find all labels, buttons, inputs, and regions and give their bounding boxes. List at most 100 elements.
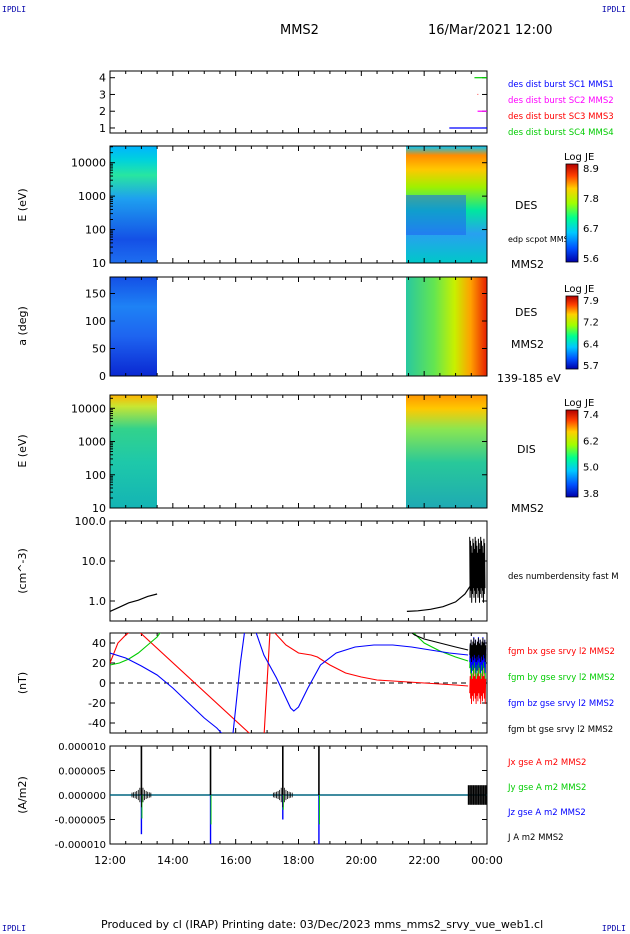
dis-energy-colorbar-tick: 3.8 xyxy=(583,489,599,500)
sc-panel-ytick-label: 4 xyxy=(99,72,106,85)
dis-energy-colorbar xyxy=(565,409,579,498)
des-pitch-colorbar-title: Log JE xyxy=(564,284,594,295)
des-pitch-colorbar-tick: 5.7 xyxy=(583,361,599,372)
sc-panel: 1 2 3 4 xyxy=(99,70,488,135)
datetime-title: 16/Mar/2021 12:00 xyxy=(428,23,553,38)
time-axis-label: 14:00 xyxy=(157,854,189,867)
sc-panel-legend-entry: des dist burst SC3 MMS3 xyxy=(508,112,614,122)
fgm-panel: -40 -20 0 20 40 (nT) xyxy=(16,632,488,734)
dis-energy-colorbar-title: Log JE xyxy=(564,398,594,409)
sc-panel-frame xyxy=(109,70,488,134)
fgm-ytick-label: 20 xyxy=(92,657,106,670)
des-pitch-ytick-label: 50 xyxy=(92,343,106,356)
des-energy-panel: 10 100 1000 10000 E (eV) DES edp scpot MMS2… xyxy=(16,145,599,271)
des-pitch-panel: 0 50 100 150 a (deg) DES MMS2 139-185 eV Lo… xyxy=(16,276,599,385)
dis-energy-ylabel: E (eV) xyxy=(16,434,29,467)
fgm-legend-entry: fgm by gse srvy l2 MMS2 xyxy=(508,673,615,683)
des-energy-colorbar-title: Log JE xyxy=(564,152,594,163)
dis-energy-label: DIS xyxy=(517,443,536,456)
des-energy-low-flux-patch xyxy=(406,195,466,235)
current-ylabel: (A/m2) xyxy=(16,776,29,814)
current-ytick-label: 0.000000 xyxy=(58,791,106,802)
density-line xyxy=(406,584,472,612)
dis-energy-panel: 10 100 1000 10000 E (eV) DIS MMS2 Log JE 7.… xyxy=(16,394,599,515)
des-energy-ytick-label: 10 xyxy=(92,257,106,270)
current-ytick-label: -0.000010 xyxy=(55,840,106,851)
corner-label-top-left: IPDLI xyxy=(2,5,27,14)
corner-label-bottom-right: IPDLI xyxy=(601,924,626,933)
current-legend-entry: Jx gse A m2 MMS2 xyxy=(507,758,586,768)
fgm-legend-entry: fgm bx gse srvy l2 MMS2 xyxy=(508,647,615,657)
fgm-ytick-label: 0 xyxy=(99,677,106,690)
time-axis-label: 22:00 xyxy=(408,854,440,867)
des-pitch-energy-label: 139-185 eV xyxy=(497,372,561,385)
des-energy-colorbar-tick: 8.9 xyxy=(583,164,599,175)
fgm-ytick-label: -20 xyxy=(88,697,106,710)
dis-energy-ytick-label: 10000 xyxy=(71,402,106,415)
fgm-line xyxy=(110,633,469,733)
dis-energy-ytick-label: 10 xyxy=(92,502,106,515)
time-axis-label: 16:00 xyxy=(220,854,252,867)
des-pitch-colorbar-tick: 6.4 xyxy=(583,339,599,350)
des-pitch-label: DES xyxy=(515,306,537,319)
current-legend-entry: J A m2 MMS2 xyxy=(507,833,564,843)
dis-energy-ytick-label: 100 xyxy=(85,469,106,482)
dis-energy-ytick-label: 1000 xyxy=(78,436,106,449)
current-ytick-label: -0.000005 xyxy=(55,816,106,827)
fgm-legend-entry: fgm bz gse srvy l2 MMS2 xyxy=(508,699,614,709)
density-burst xyxy=(469,536,486,603)
fgm-ytick-label: 40 xyxy=(92,637,106,650)
des-energy-spectrum-early xyxy=(110,146,157,263)
des-pitch-colorbar-tick: 7.2 xyxy=(583,318,599,329)
current-legend-entry: Jy gse A m2 MMS2 xyxy=(507,783,586,793)
des-pitch-sc-label: MMS2 xyxy=(511,338,544,351)
des-energy-ytick-label: 1000 xyxy=(78,190,106,203)
dis-energy-colorbar-tick: 6.2 xyxy=(583,436,599,447)
time-axis-label: 20:00 xyxy=(345,854,377,867)
spacecraft-title: MMS2 xyxy=(280,23,319,38)
des-pitch-spectrum-early xyxy=(110,277,157,376)
corner-label-top-right: IPDLI xyxy=(601,5,626,14)
current-panel: -0.000010 -0.000005 0.000000 0.000005 0.0000… xyxy=(16,742,488,851)
current-ytick-label: 0.000010 xyxy=(58,742,106,753)
des-pitch-colorbar xyxy=(565,295,579,370)
des-energy-ylabel: E (eV) xyxy=(16,188,29,221)
density-line xyxy=(109,593,158,612)
des-energy-ytick-label: 100 xyxy=(85,224,106,237)
density-frame xyxy=(109,520,488,622)
time-axis: 12:00 14:00 16:00 18:00 20:00 22:00 00:00 xyxy=(94,854,503,867)
sc-panel-ytick-label: 2 xyxy=(99,105,106,118)
fgm-line xyxy=(110,633,469,733)
dis-energy-sc-label: MMS2 xyxy=(511,502,544,515)
corner-label-bottom-left: IPDLI xyxy=(2,924,27,933)
time-axis-label: 18:00 xyxy=(283,854,315,867)
des-pitch-ytick-label: 150 xyxy=(85,288,106,301)
des-pitch-spectrum-late xyxy=(406,277,487,376)
dis-energy-colorbar-tick: 5.0 xyxy=(583,463,599,474)
dis-energy-colorbar-tick: 7.4 xyxy=(583,410,599,421)
des-energy-colorbar-tick: 7.8 xyxy=(583,194,599,205)
des-pitch-colorbar-tick: 7.9 xyxy=(583,296,599,307)
density-legend-entry: des numberdensity fast M xyxy=(508,572,619,582)
des-pitch-ytick-label: 0 xyxy=(99,370,106,383)
fgm-legend-entry: fgm bt gse srvy l2 MMS2 xyxy=(508,725,613,735)
density-panel: 1.0 10.0 100.0 (cm^-3) xyxy=(16,515,488,622)
des-pitch-ylabel: a (deg) xyxy=(16,306,29,346)
des-energy-label: DES xyxy=(515,199,537,212)
density-ytick-label: 100.0 xyxy=(75,515,107,528)
sc-panel-legend-entry: des dist burst SC2 MMS2 xyxy=(508,96,614,106)
des-energy-colorbar-tick: 6.7 xyxy=(583,224,599,235)
current-legend-entry: Jz gse A m2 MMS2 xyxy=(507,808,586,818)
density-ytick-label: 10.0 xyxy=(82,555,107,568)
fgm-burst xyxy=(469,637,487,663)
time-axis-label: 00:00 xyxy=(471,854,503,867)
des-energy-scpot-label: edp scpot MMS2 xyxy=(508,235,574,244)
sc-panel-ytick-label: 3 xyxy=(99,88,106,101)
des-energy-colorbar-tick: 5.6 xyxy=(583,254,599,265)
des-energy-sc-label: MMS2 xyxy=(511,258,544,271)
sc-panel-ytick-label: 1 xyxy=(99,122,106,135)
dis-energy-spectrum-early xyxy=(110,395,157,508)
footer-credit: Produced by cl (IRAP) Printing date: 03/… xyxy=(101,918,544,931)
des-energy-ytick-label: 10000 xyxy=(71,157,106,170)
